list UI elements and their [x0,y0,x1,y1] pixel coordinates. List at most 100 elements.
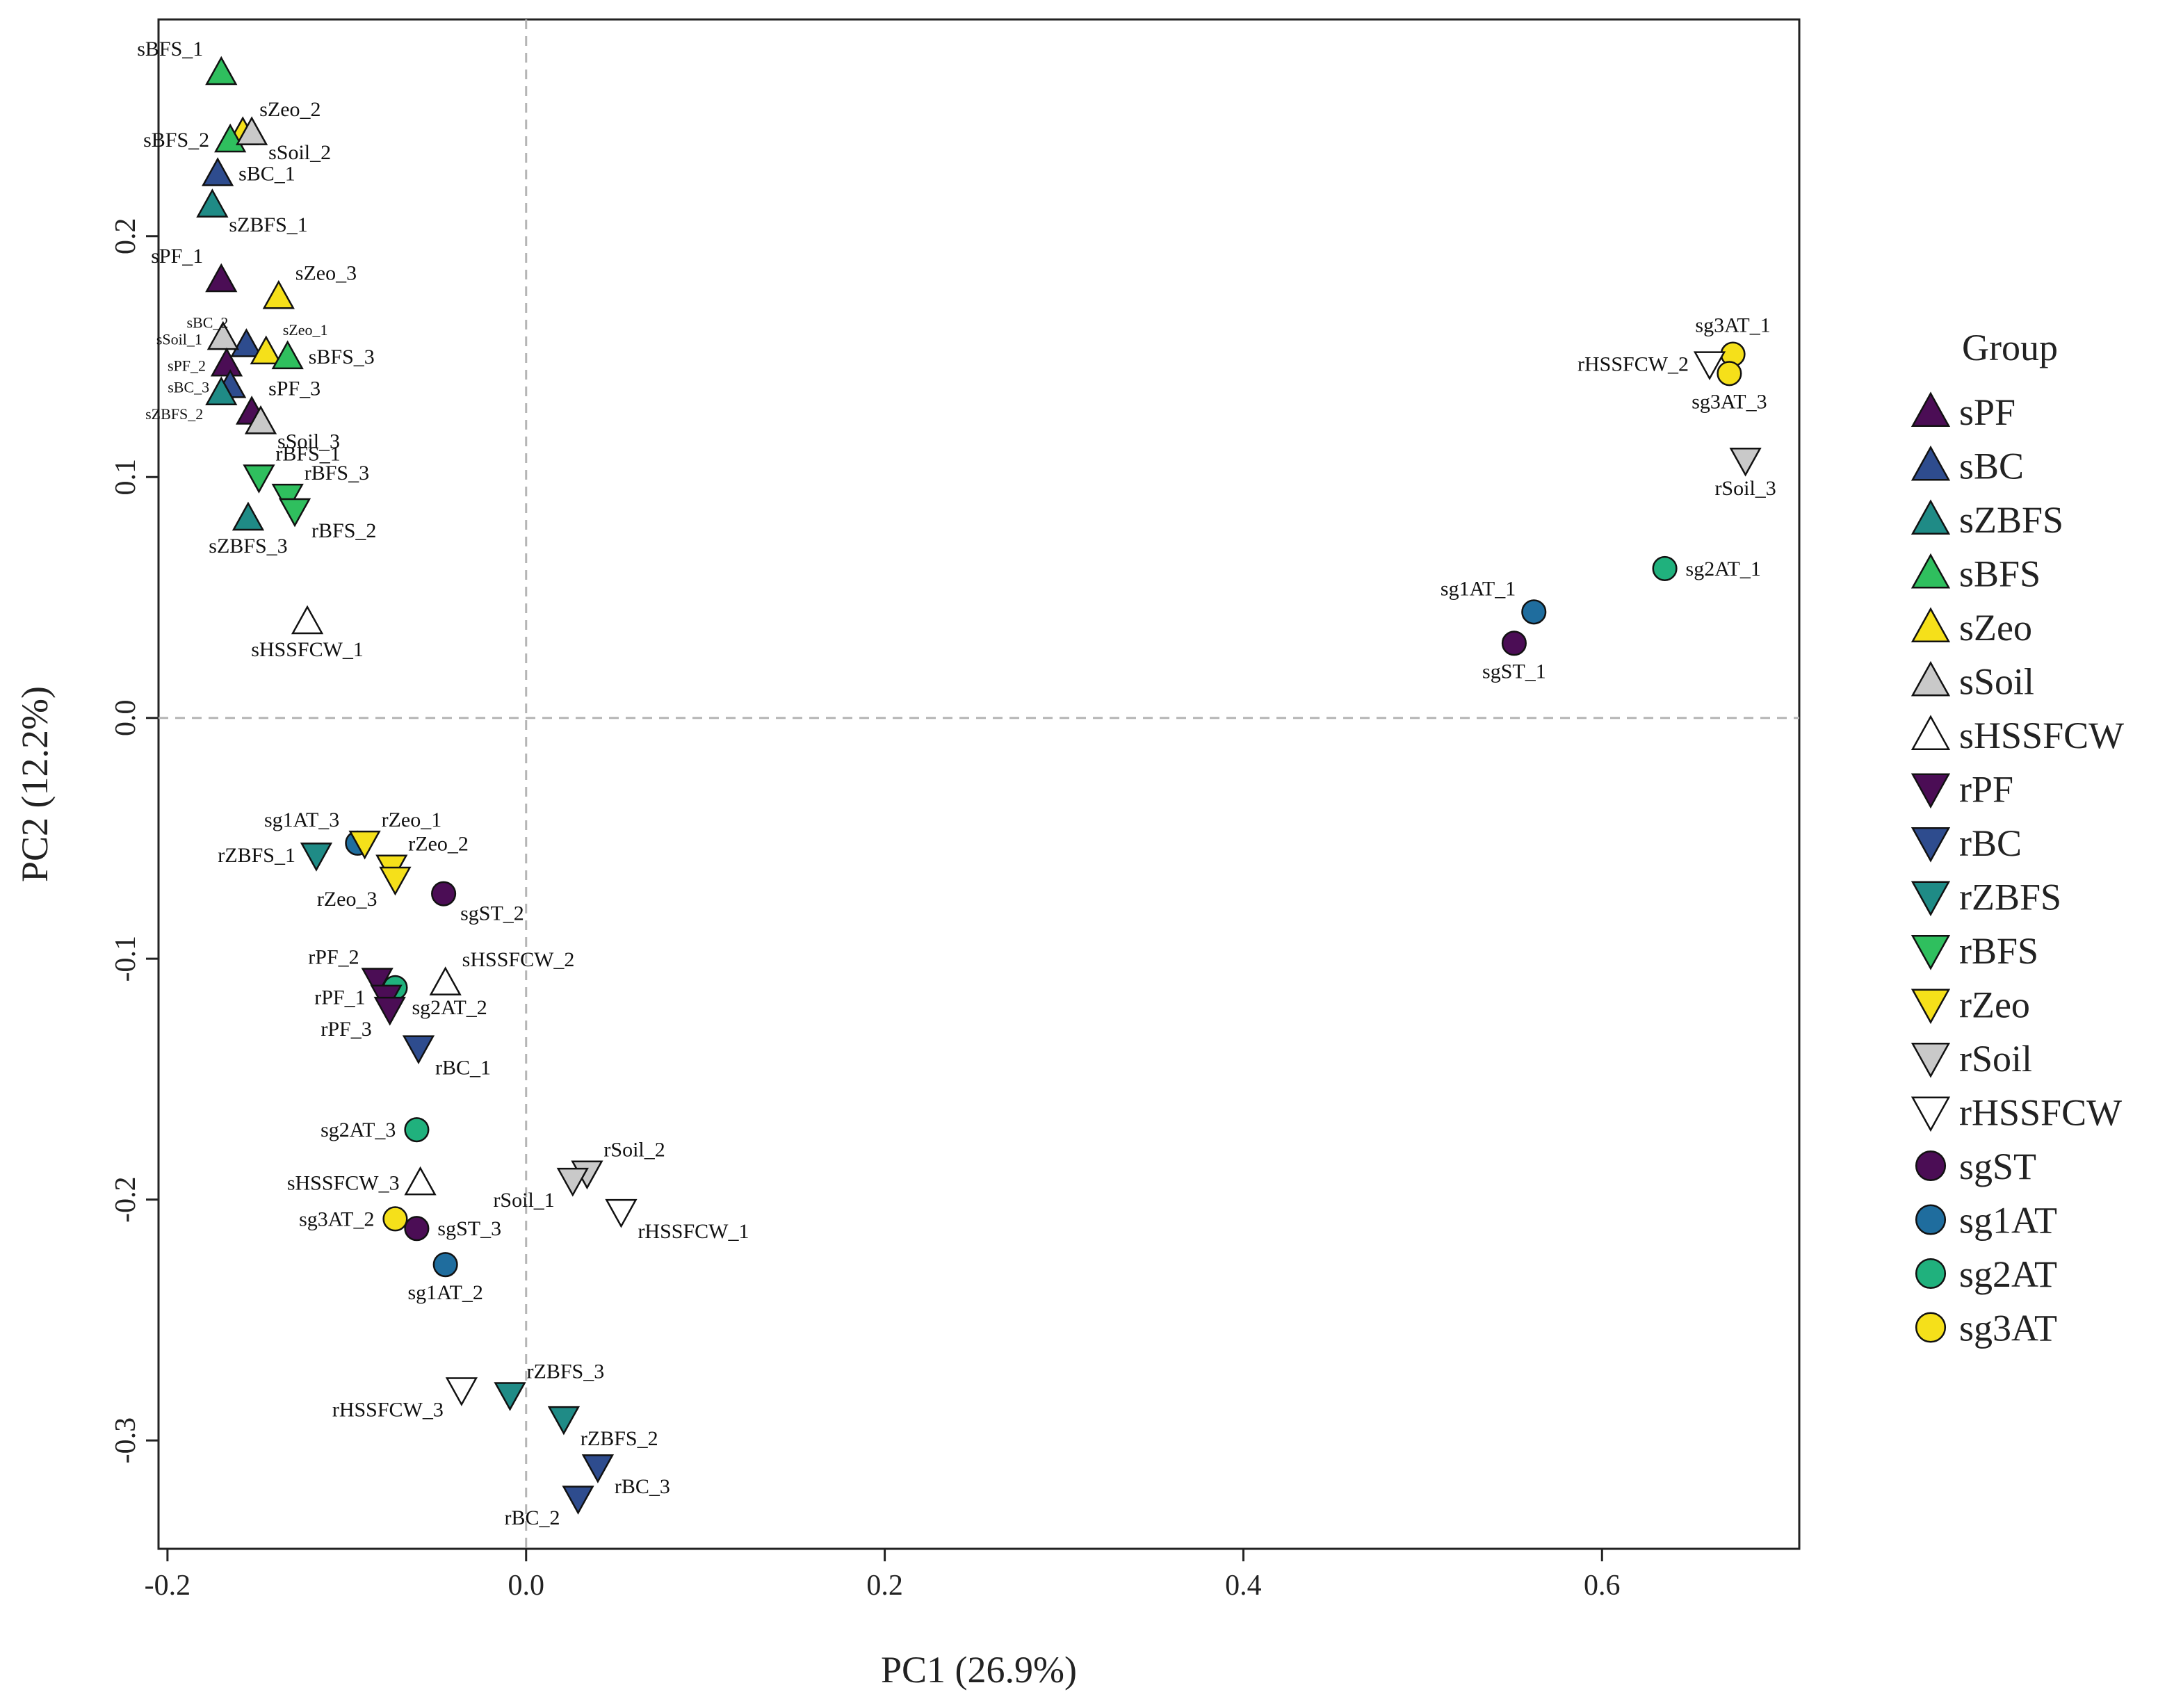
point-label: rPF_2 [308,945,359,968]
data-point-rsoil_3 [1729,447,1762,477]
x-tick-label: 0.4 [1225,1570,1262,1602]
data-point-shssfcw_3 [404,1166,437,1196]
legend-label: rZBFS [1959,877,2061,918]
data-point-rzbfs_2 [547,1406,581,1435]
y-tick-label: -0.1 [110,936,142,982]
legend-label: sBC [1959,446,2024,487]
point-label: rBFS_1 [275,442,340,465]
data-point-ssoil_3 [244,405,277,434]
data-point-rzeo_1 [348,830,381,860]
x-tick-label: 0.0 [508,1570,544,1602]
data-point-szbfs_1 [196,188,229,218]
legend-label: rBFS [1959,930,2038,972]
legend-marker-szeo [1910,607,1951,643]
legend-label: sg1AT [1959,1200,2057,1242]
data-point-shssfcw_1 [291,605,324,635]
point-label: rSoil_1 [493,1189,554,1212]
legend-label: sgST [1959,1146,2036,1187]
point-label: rHSSFCW_1 [638,1220,749,1243]
point-label: sPF_1 [151,245,203,268]
point-label: rBC_3 [615,1475,670,1498]
legend-label: rHSSFCW [1959,1092,2122,1134]
point-label: sBC_1 [238,163,295,186]
legend-marker-szbfs [1910,499,1951,535]
point-label: rZBFS_3 [527,1360,605,1383]
data-point-sbfs_3 [271,340,304,370]
legend-marker-sbfs [1910,553,1951,589]
legend-label: sPF [1959,391,2015,433]
legend-marker-rzbfs [1910,881,1951,917]
legend-marker-sbc [1910,445,1951,481]
y-tick-label: -0.3 [110,1417,142,1464]
legend-label: rPF [1959,769,2013,811]
data-point-rpf_3 [373,996,406,1026]
data-point-sg2at_1 [1652,555,1678,581]
data-point-rbfs_1 [243,464,275,494]
point-label: rBFS_3 [305,462,369,485]
data-point-rzeo_3 [379,866,412,896]
legend-label: sg3AT [1959,1308,2057,1349]
data-point-rbfs_2 [278,498,311,528]
data-point-sgst_1 [1501,631,1527,656]
legend-label: rZeo [1959,984,2030,1026]
data-point-rsoil_1 [556,1167,589,1197]
data-point-shssfcw_2 [429,966,462,995]
y-tick-label: -0.2 [110,1176,142,1223]
legend-label: sZeo [1959,607,2032,649]
point-label: sBFS_3 [309,345,375,368]
legend-marker-rzeo [1910,989,1951,1025]
data-point-sgst_3 [404,1216,430,1242]
point-label: rBC_1 [435,1056,491,1079]
legend-marker-rbfs [1910,934,1951,970]
point-label: sBC_2 [186,314,228,332]
point-label: rPF_1 [314,986,365,1009]
data-point-rzbfs_1 [300,843,333,872]
point-label: rHSSFCW_3 [332,1398,444,1421]
point-label: sBC_3 [168,379,209,396]
point-label: rZBFS_1 [218,844,295,867]
data-point-rbc_2 [562,1486,594,1515]
point-label: rSoil_2 [603,1139,665,1162]
point-label: sZeo_3 [295,261,357,284]
data-point-rbfs_3 [271,483,304,513]
point-label: sBFS_2 [143,129,209,152]
x-axis-title: PC1 (26.9%) [881,1649,1077,1691]
data-points [196,56,1762,1515]
legend-label: sZBFS [1959,499,2063,541]
y-axis: -0.3 -0.2 -0.1 0.0 0.1 0.2 [110,218,159,1464]
data-point-rbc_3 [581,1454,615,1483]
point-label: sg2AT_2 [412,996,487,1019]
data-point-rhssfcw_1 [605,1198,638,1228]
point-label: rBFS_2 [311,519,376,542]
point-label: sg1AT_1 [1441,577,1516,600]
data-point-sg1at_1 [1521,599,1547,625]
x-tick-label: 0.6 [1584,1570,1621,1602]
point-label: rZeo_3 [317,888,378,911]
legend-marker-ssoil [1910,660,1951,697]
y-tick-label: 0.1 [110,459,142,496]
data-point-rzbfs_3 [494,1382,526,1411]
point-label: sg3AT_3 [1691,390,1767,413]
legend-title: Group [1962,327,2058,368]
legend-label: rSoil [1959,1038,2032,1080]
point-label: rZeo_1 [382,808,442,831]
point-label: sHSSFCW_3 [287,1171,400,1194]
data-point-rbc_1 [402,1035,435,1064]
point-label: rPF_3 [321,1018,371,1041]
point-label: sPF_2 [168,357,206,374]
y-tick-label: 0.2 [110,218,142,255]
legend-marker-rbc [1910,827,1951,863]
data-point-sg1at_2 [432,1252,458,1278]
point-label: sg2AT_3 [321,1119,396,1141]
data-point-szeo_3 [262,279,295,309]
point-label: sg2AT_1 [1686,558,1761,580]
legend-items: sPF sBC sZBFS sBFS sZeo sSoil sHSSFCW rPF rBC rZB… [1910,391,2124,1349]
data-point-sg3at_3 [1717,361,1742,387]
point-label: rZBFS_2 [581,1427,658,1450]
legend-marker-sgst [1915,1150,1947,1182]
data-point-rhssfcw_3 [445,1377,478,1406]
point-label: sg1AT_3 [264,808,339,831]
point-label: sgST_1 [1482,660,1546,683]
